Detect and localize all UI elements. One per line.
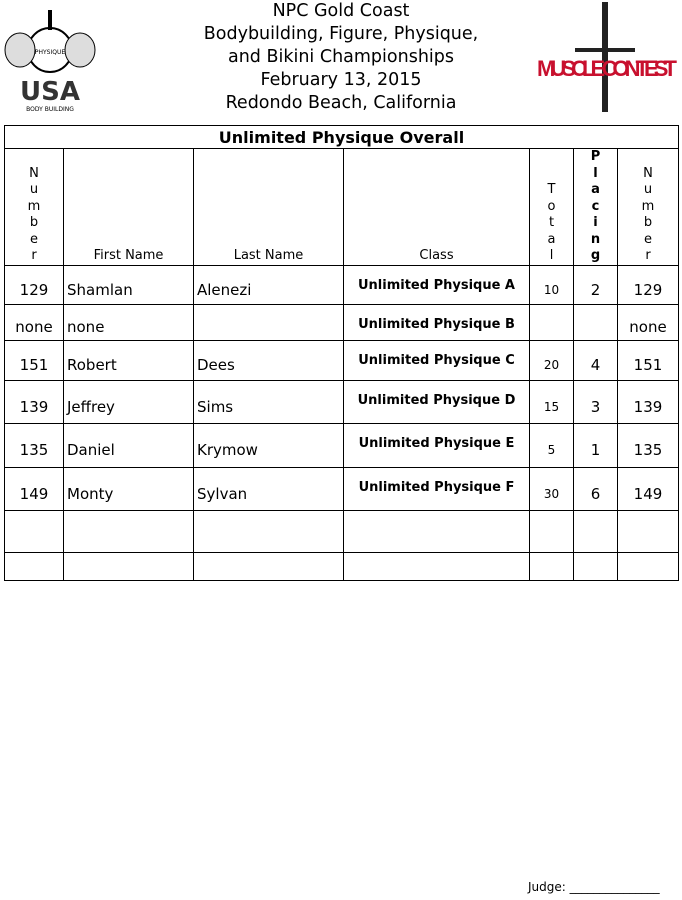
table-cell: 15 bbox=[529, 379, 574, 424]
table-cell bbox=[4, 551, 64, 581]
table-cell bbox=[617, 509, 679, 553]
table-cell bbox=[573, 303, 618, 341]
table-cell: 2 bbox=[573, 264, 618, 305]
table-cell: 3 bbox=[573, 379, 618, 424]
table-cell: 151 bbox=[4, 339, 64, 381]
table-cell: 135 bbox=[617, 422, 679, 468]
table-cell: Monty bbox=[63, 466, 194, 511]
table-cell bbox=[193, 551, 344, 581]
header-line: February 13, 2015 bbox=[260, 70, 422, 90]
table-cell: Sylvan bbox=[193, 466, 344, 511]
npc-usa-logo: PHYSIQUE USA BODY BUILDING bbox=[4, 10, 96, 113]
table-cell: 149 bbox=[617, 466, 679, 511]
table-cell: Daniel bbox=[63, 422, 194, 468]
table-cell: Robert bbox=[63, 339, 194, 381]
table-cell: Unlimited Physique C bbox=[343, 339, 530, 381]
table-cell: Shamlan bbox=[63, 264, 194, 305]
column-header: Last Name bbox=[193, 148, 344, 266]
column-header: First Name bbox=[63, 148, 194, 266]
column-header: N u m b e r bbox=[4, 148, 64, 266]
table-row bbox=[4, 509, 679, 553]
table-cell: none bbox=[617, 303, 679, 341]
table-cell bbox=[529, 303, 574, 341]
table-title: Unlimited Physique Overall bbox=[4, 125, 679, 149]
table-row: 139 Jeffrey Sims Unlimited Physique D 15 3 139 bbox=[4, 379, 679, 424]
table-cell: Unlimited Physique A bbox=[343, 264, 530, 305]
column-header: Class bbox=[343, 148, 530, 266]
table-cell: none bbox=[4, 303, 64, 341]
table-row: 129 Shamlan Alenezi Unlimited Physique A 10 2… bbox=[4, 264, 679, 305]
column-header: N u m b e r bbox=[617, 148, 679, 266]
table-cell bbox=[63, 551, 194, 581]
table-cell bbox=[193, 303, 344, 341]
table-cell: none bbox=[63, 303, 194, 341]
table-cell bbox=[573, 551, 618, 581]
table-row: 151 Robert Dees Unlimited Physique C 20 4 151 bbox=[4, 339, 679, 381]
event-header: NPC Gold Coast Bodybuilding, Figure, Phy… bbox=[150, 0, 532, 115]
table-cell: 6 bbox=[573, 466, 618, 511]
table-cell: Alenezi bbox=[193, 264, 344, 305]
header-line: and Bikini Championships bbox=[227, 47, 454, 67]
table-cell bbox=[529, 551, 574, 581]
table-cell bbox=[343, 509, 530, 553]
svg-text:USA: USA bbox=[20, 77, 80, 107]
table-cell bbox=[617, 551, 679, 581]
table-cell: 1 bbox=[573, 422, 618, 468]
judge-signature-line: Judge: _______________ bbox=[528, 880, 660, 894]
svg-text:PHYSIQUE: PHYSIQUE bbox=[35, 49, 65, 56]
column-header: P l a c i n g bbox=[573, 148, 618, 266]
table-cell: Dees bbox=[193, 339, 344, 381]
table-cell: Sims bbox=[193, 379, 344, 424]
table-cell: 149 bbox=[4, 466, 64, 511]
table-row bbox=[4, 551, 679, 581]
table-cell: Krymow bbox=[193, 422, 344, 468]
table-cell bbox=[193, 509, 344, 553]
table-cell bbox=[343, 551, 530, 581]
header-line: Bodybuilding, Figure, Physique, bbox=[203, 24, 479, 44]
svg-text:BODY BUILDING: BODY BUILDING bbox=[26, 106, 74, 113]
table-cell: 135 bbox=[4, 422, 64, 468]
table-cell: 10 bbox=[529, 264, 574, 305]
table-cell: 129 bbox=[617, 264, 679, 305]
table-row: 135 Daniel Krymow Unlimited Physique E 5 1 135 bbox=[4, 422, 679, 468]
table-cell: Jeffrey bbox=[63, 379, 194, 424]
table-cell: 4 bbox=[573, 339, 618, 381]
svg-text:MUSCLE CONTEST: MUSCLE CONTEST bbox=[537, 56, 678, 81]
table-cell bbox=[63, 509, 194, 553]
table-cell: 151 bbox=[617, 339, 679, 381]
table-cell: Unlimited Physique B bbox=[343, 303, 530, 341]
table-cell bbox=[4, 509, 64, 553]
table-cell: 129 bbox=[4, 264, 64, 305]
table-cell bbox=[573, 509, 618, 553]
table-row: 149 Monty Sylvan Unlimited Physique F 30 6 149 bbox=[4, 466, 679, 511]
table-cell: 5 bbox=[529, 422, 574, 468]
table-cell: 139 bbox=[4, 379, 64, 424]
results-table: Unlimited Physique Overall N u m b e r Fi… bbox=[4, 125, 679, 581]
header-line: Redondo Beach, California bbox=[225, 93, 457, 113]
table-cell: Unlimited Physique D bbox=[343, 379, 530, 424]
table-cell: 139 bbox=[617, 379, 679, 424]
table-cell: Unlimited Physique E bbox=[343, 422, 530, 468]
muscle-contest-logo: MUSCLE CONTEST bbox=[537, 2, 678, 112]
header-line: NPC Gold Coast bbox=[272, 1, 410, 21]
table-cell bbox=[529, 509, 574, 553]
table-cell: 20 bbox=[529, 339, 574, 381]
column-header: T o t a l bbox=[529, 148, 574, 266]
table-cell: 30 bbox=[529, 466, 574, 511]
table-cell: Unlimited Physique F bbox=[343, 466, 530, 511]
